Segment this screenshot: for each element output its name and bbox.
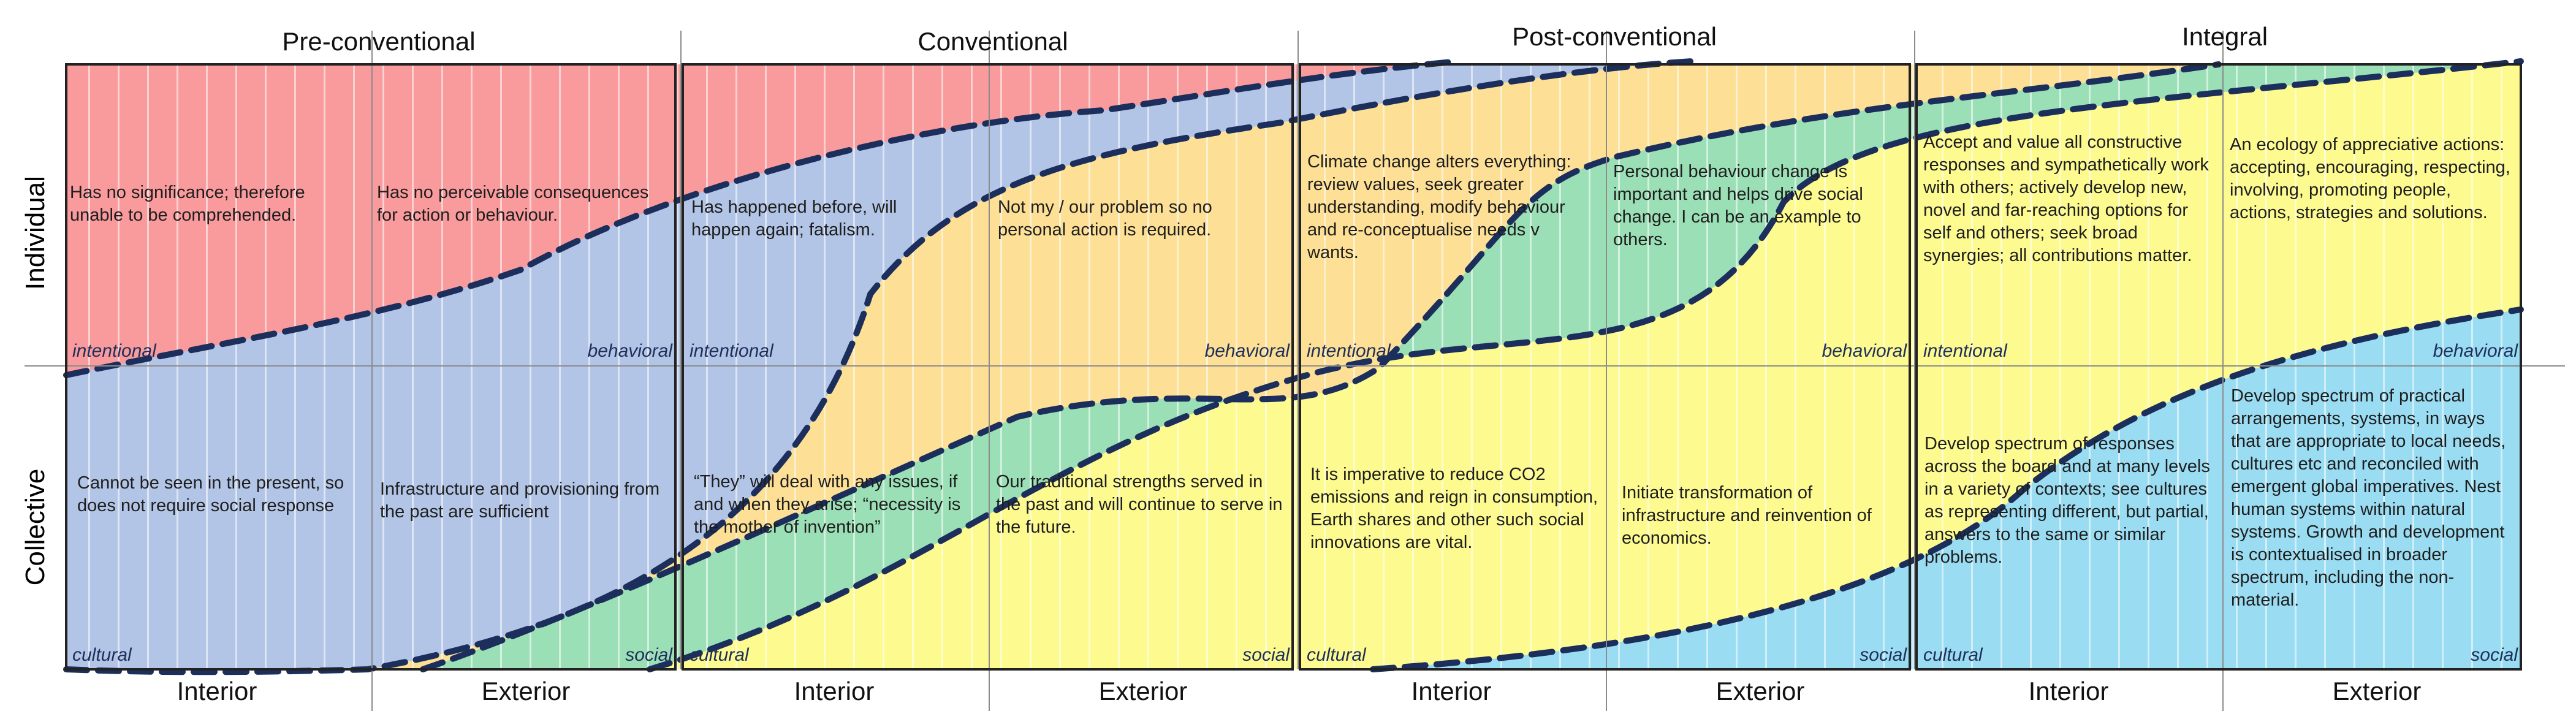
cell-text-post-col-int: It is imperative to reduce CO2 emissions… <box>1310 465 1598 552</box>
stage-boxes <box>65 63 2522 671</box>
corner-labels: intentional behavioral cultural social i… <box>72 341 2518 665</box>
column-label-interior-1: Interior <box>177 677 257 705</box>
cell-text-pre-col-int: Cannot be seen in the present, so does n… <box>77 473 344 515</box>
dashed-curve-1 <box>63 58 1462 378</box>
stage-title-3: Post-conventional <box>1512 22 1717 51</box>
corner-social-1: social <box>625 645 673 665</box>
stage-titles: Pre-conventional Conventional Post-conve… <box>282 22 2268 56</box>
corner-cultural-3: cultural <box>1307 645 1367 665</box>
cell-text-int-ind-int: Accept and value all constructive respon… <box>1923 132 2209 265</box>
row-label-collective: Collective <box>20 469 50 586</box>
stage-box-2 <box>682 63 1294 671</box>
column-labels: Interior Exterior Interior Exterior Inte… <box>177 677 2422 705</box>
cell-text-int-ind-ext: An ecology of appreciative actions: acce… <box>2230 135 2510 222</box>
cell-text-con-col-ext: Our traditional strengths served in the … <box>996 472 1283 537</box>
cell-text-post-ind-ext: Personal behaviour change is important a… <box>1613 162 1863 249</box>
corner-cultural-4: cultural <box>1923 645 1983 665</box>
stage-title-2: Conventional <box>918 27 1068 56</box>
cell-text-post-ind-int: Climate change alters everything: review… <box>1307 152 1571 262</box>
column-label-interior-4: Interior <box>2029 677 2109 705</box>
stage-box-4 <box>1915 63 2522 671</box>
cell-text-post-col-ext: Initiate transformation of infrastructur… <box>1622 483 1872 548</box>
corner-social-2: social <box>1242 645 1290 665</box>
cell-text-int-col-int: Develop spectrum of responses across the… <box>1924 434 2210 567</box>
row-label-individual: Individual <box>20 176 50 290</box>
dashed-curve-3 <box>420 61 2222 672</box>
corner-intentional-4: intentional <box>1923 341 2008 361</box>
corner-intentional-1: intentional <box>72 341 157 361</box>
corner-behavioral-3: behavioral <box>1822 341 1908 361</box>
cell-text-int-col-ext: Develop spectrum of practical arrangemen… <box>2231 386 2506 610</box>
cell-text-pre-col-ext: Infrastructure and provisioning from the… <box>380 479 660 522</box>
corner-intentional-3: intentional <box>1307 341 1391 361</box>
cell-text-pre-ind-int: Has no significance; therefore unable to… <box>70 183 305 225</box>
corner-behavioral-4: behavioral <box>2433 341 2519 361</box>
dashed-curve-4 <box>647 58 2524 672</box>
corner-intentional-2: intentional <box>690 341 774 361</box>
corner-social-3: social <box>1860 645 1907 665</box>
cell-text-con-ind-ext: Not my / our problem so no personal acti… <box>998 197 1212 240</box>
corner-behavioral-2: behavioral <box>1205 341 1291 361</box>
column-label-exterior-2: Exterior <box>1099 677 1188 705</box>
row-labels: Individual Collective <box>20 176 50 585</box>
corner-cultural-2: cultural <box>690 645 750 665</box>
cell-text-con-col-int: “They” will deal with any issues, if and… <box>694 472 961 537</box>
cell-text-con-ind-int: Has happened before, will happen again; … <box>691 197 897 240</box>
stage-title-1: Pre-conventional <box>282 27 475 56</box>
grid-lines <box>25 31 2565 711</box>
column-label-exterior-4: Exterior <box>2333 677 2422 705</box>
corner-social-4: social <box>2471 645 2518 665</box>
column-label-exterior-1: Exterior <box>482 677 571 705</box>
column-label-exterior-3: Exterior <box>1716 677 1805 705</box>
stage-title-4: Integral <box>2182 22 2268 51</box>
cell-texts: Has no significance; therefore unable to… <box>70 132 2510 610</box>
dashed-curve-5 <box>1370 306 2524 672</box>
stage-box-1 <box>65 63 677 671</box>
column-label-interior-3: Interior <box>1411 677 1492 705</box>
cell-text-pre-ind-ext: Has no perceivable consequences for acti… <box>377 183 649 225</box>
column-label-interior-2: Interior <box>794 677 875 705</box>
corner-behavioral-1: behavioral <box>588 341 674 361</box>
stage-box-3 <box>1299 63 1911 671</box>
corner-cultural-1: cultural <box>72 645 132 665</box>
